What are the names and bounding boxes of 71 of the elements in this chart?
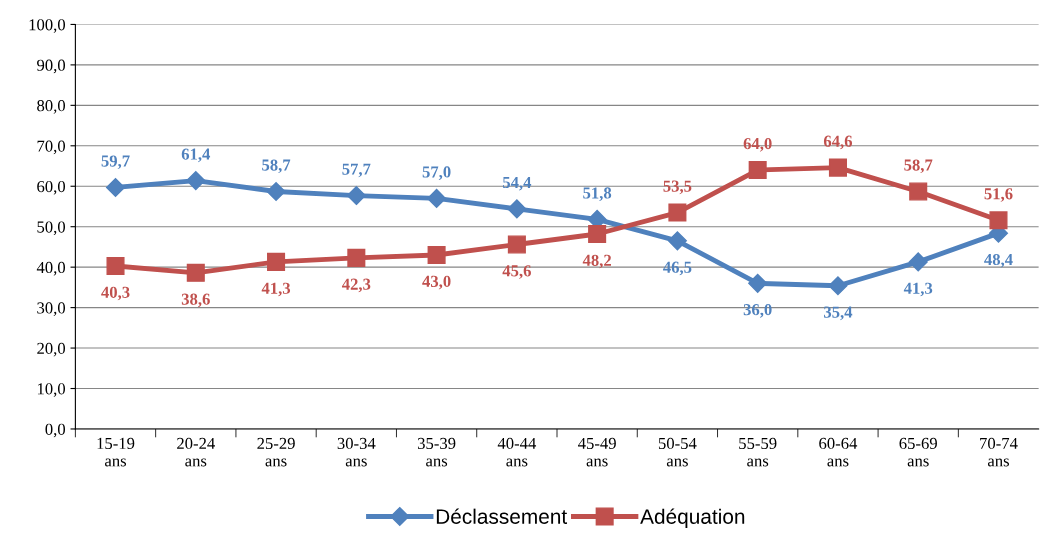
y-tick-label: 60,0 [37, 180, 66, 195]
data-label: 38,6 [181, 293, 210, 308]
legend-label: Adéquation [640, 508, 745, 529]
data-label: 54,4 [502, 176, 532, 191]
point [186, 263, 205, 282]
data-label: 59,7 [101, 155, 130, 170]
y-tick-label: 0,0 [45, 423, 66, 438]
data-label: 51,8 [583, 187, 612, 202]
point [828, 276, 848, 296]
data-label: 42,3 [341, 278, 371, 293]
point [267, 252, 286, 271]
data-label: 58,7 [904, 159, 933, 174]
data-label: 48,2 [582, 254, 612, 269]
point [667, 231, 687, 251]
y-tick-label: 20,0 [37, 342, 66, 357]
x-tick-label: 20-24 ans [177, 437, 215, 467]
point [427, 245, 446, 265]
point [748, 161, 767, 180]
data-label: 41,3 [903, 282, 933, 297]
x-tick-label: 40-44 ans [497, 437, 537, 467]
data-label: 35,4 [823, 306, 853, 321]
point [507, 235, 526, 254]
data-label: 61,4 [181, 148, 211, 163]
y-tick-label: 90,0 [37, 59, 66, 74]
x-tick-label: 60-64 ans [819, 437, 858, 467]
y-tick-label: 30,0 [37, 302, 66, 316]
legend-label: Déclassement [436, 508, 568, 524]
x-tick-label: 25-29 ans [257, 437, 295, 467]
point [347, 248, 366, 267]
data-label: 36,0 [743, 304, 772, 318]
point [186, 171, 206, 191]
x-tick-label: 65-69 ans [899, 437, 937, 467]
point [989, 211, 1008, 230]
x-tick-label: 45-49 ans [578, 437, 616, 467]
point [828, 158, 847, 177]
data-label: 40,3 [101, 286, 130, 301]
data-label: 46,5 [663, 261, 692, 276]
data-label: 45,6 [502, 265, 531, 279]
x-tick-label: 70-74 ans [980, 437, 1018, 467]
x-tick-label: 35-39 ans [417, 437, 456, 467]
y-tick-label: 100,0 [29, 19, 66, 33]
data-label: 41,3 [261, 282, 291, 297]
x-tick-label: 30-34 ans [337, 437, 376, 467]
data-label: 64,0 [743, 137, 772, 152]
point [427, 188, 447, 208]
x-tick-label: 55-59 ans [739, 437, 777, 467]
point [908, 252, 928, 272]
y-tick-label: 80,0 [37, 100, 66, 114]
point [105, 177, 126, 197]
data-label: 48,4 [984, 253, 1013, 268]
data-label: 58,7 [262, 159, 291, 174]
data-label: 43,0 [422, 275, 451, 290]
point [748, 273, 768, 293]
data-label: 64,6 [823, 135, 853, 150]
data-label: 53,5 [663, 180, 692, 195]
point [588, 224, 607, 244]
x-tick-label: 15-19 ans [97, 437, 135, 467]
point [106, 256, 125, 275]
y-tick-label: 10,0 [37, 383, 66, 397]
y-tick-label: 40,0 [36, 261, 66, 276]
x-tick-label: 50-54 ans [658, 437, 697, 467]
point [266, 181, 286, 202]
y-tick-label: 70,0 [37, 140, 66, 155]
point [909, 182, 928, 201]
point [346, 186, 366, 206]
point [668, 203, 687, 222]
data-label: 57,0 [422, 166, 451, 180]
data-label: 57,7 [342, 163, 371, 178]
data-label: 51,6 [984, 188, 1013, 202]
y-tick-label: 50,0 [37, 221, 66, 236]
point [507, 199, 527, 219]
